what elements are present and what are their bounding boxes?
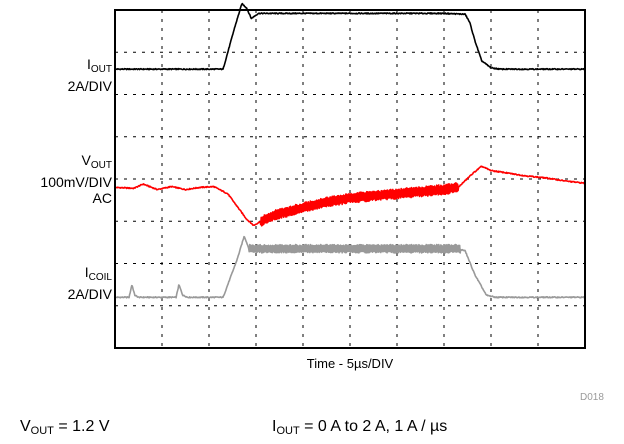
plot-traces [114, 2, 586, 299]
icoil-channel-label: ICOIL 2A/DIV [68, 264, 112, 302]
vout-label-main: V [81, 152, 91, 168]
iout-scale: 2A/DIV [67, 78, 112, 94]
iout-cond-sub: OUT [276, 425, 300, 437]
vout-cond-sub: OUT [30, 425, 54, 437]
vout-channel-label: VOUT 100mV/DIV AC [40, 152, 112, 206]
trace-i-coil [114, 235, 586, 299]
vout-label-sub: OUT [90, 160, 112, 171]
trace-i-out [114, 2, 586, 71]
icoil-scale: 2A/DIV [67, 286, 112, 302]
vout-cond-main: V [20, 418, 31, 435]
x-axis-label: Time - 5µs/DIV [306, 356, 394, 371]
iout-cond-value: = 0 A to 2 A, 1 A / µs [299, 418, 448, 435]
vout-condition: VOUT = 1.2 V [20, 418, 110, 437]
iout-condition: IOUT = 0 A to 2 A, 1 A / µs [272, 418, 447, 437]
iout-channel-label: IOUT 2A/DIV [68, 56, 112, 94]
vout-coupling: AC [92, 190, 112, 206]
iout-label-main: I [87, 56, 91, 72]
plot-frame [114, 9, 586, 349]
figure-id: D018 [580, 392, 604, 403]
icoil-label-main: I [84, 264, 89, 280]
iout-label-sub: OUT [90, 64, 112, 75]
plot-grid [115, 10, 585, 348]
trace-v-out [114, 165, 586, 227]
icoil-label-sub: COIL [88, 272, 112, 283]
vout-cond-value: = 1.2 V [53, 418, 110, 435]
vout-scale: 100mV/DIV [40, 174, 112, 190]
iout-cond-main: I [272, 418, 277, 435]
